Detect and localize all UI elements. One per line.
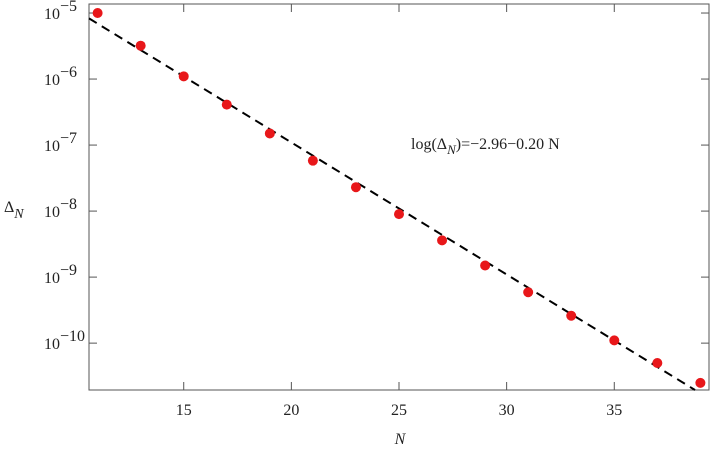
data-point [652, 358, 663, 369]
data-point [437, 235, 448, 246]
y-tick-label-base: 10 [44, 6, 60, 23]
y-axis-label-subscript: N [13, 207, 24, 222]
data-point [695, 377, 706, 388]
fit-line [88, 17, 696, 391]
y-tick-label-base: 10 [44, 336, 60, 353]
y-axis-label: ΔN [4, 199, 24, 222]
y-tick-label: 10 [44, 204, 60, 221]
y-tick-label-base: 10 [44, 204, 60, 221]
y-tick-exponent: −9 [60, 262, 77, 279]
data-point [480, 260, 491, 271]
y-tick-label: 10 [44, 270, 60, 287]
y-tick-exponent: −8 [60, 196, 77, 213]
y-tick-label-base: 10 [44, 72, 60, 89]
x-axis-label: N [394, 431, 407, 448]
x-tick-label: 15 [176, 402, 192, 419]
y-tick-label-base: 10 [44, 270, 60, 287]
data-point [609, 335, 620, 346]
annotation: log(ΔN)=−2.96−0.20 N [411, 136, 560, 157]
x-tick-label: 30 [499, 402, 515, 419]
x-tick-label: 35 [606, 402, 622, 419]
y-tick-label-base: 10 [44, 138, 60, 155]
data-point [394, 209, 404, 220]
y-tick-label: 10 [44, 336, 60, 353]
data-point [135, 40, 146, 51]
y-tick-label: 10 [44, 72, 60, 89]
annotation-part: log(Δ [411, 136, 447, 153]
y-tick-exponent: −6 [60, 64, 77, 81]
y-tick-exponent: −10 [60, 328, 85, 345]
data-point [92, 8, 103, 19]
data-point [178, 71, 189, 82]
x-tick-label: 20 [283, 402, 299, 419]
y-tick-label: 10 [44, 138, 60, 155]
x-tick-label: 25 [391, 402, 407, 419]
annotation-subscript: N [446, 142, 457, 157]
y-tick-exponent: −7 [60, 130, 77, 147]
plot-frame [88, 3, 710, 391]
annotation-part: )=−2.96−0.20 N [456, 136, 560, 153]
data-point [523, 287, 534, 298]
data-point [566, 310, 577, 321]
data-point [264, 128, 275, 139]
y-tick-exponent: −5 [60, 0, 77, 15]
data-point [350, 182, 361, 193]
y-tick-label: 10 [44, 6, 60, 23]
y-axis-label-main: Δ [4, 199, 14, 216]
data-point [221, 99, 232, 110]
data-point [307, 155, 318, 166]
